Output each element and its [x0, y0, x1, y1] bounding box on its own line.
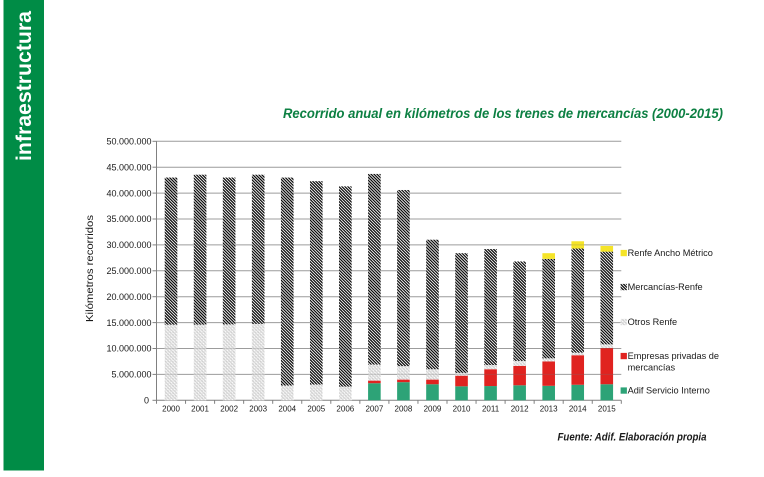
svg-text:Otros Renfe: Otros Renfe	[628, 317, 678, 327]
svg-text:2002: 2002	[220, 405, 238, 414]
svg-text:Mercancías-Renfe: Mercancías-Renfe	[628, 282, 703, 292]
svg-text:2000: 2000	[162, 405, 180, 414]
svg-text:2011: 2011	[482, 405, 500, 414]
svg-text:2001: 2001	[191, 405, 209, 414]
svg-text:2003: 2003	[249, 405, 267, 414]
svg-text:2015: 2015	[598, 405, 616, 414]
svg-text:Recorrido anual en kilómetros: Recorrido anual en kilómetros de los tre…	[283, 106, 724, 121]
svg-text:5.000.000: 5.000.000	[111, 370, 151, 380]
svg-text:Renfe Ancho Métrico: Renfe Ancho Métrico	[628, 248, 713, 258]
svg-text:infraestructura: infraestructura	[13, 11, 36, 161]
svg-text:Adif Servicio Interno: Adif Servicio Interno	[628, 386, 710, 396]
svg-text:2005: 2005	[307, 405, 325, 414]
svg-text:45.000.000: 45.000.000	[106, 162, 151, 172]
svg-text:15.000.000: 15.000.000	[106, 318, 151, 328]
svg-text:2009: 2009	[424, 405, 442, 414]
svg-text:mercancías: mercancías	[628, 363, 676, 373]
svg-text:50.000.000: 50.000.000	[106, 137, 151, 147]
svg-text:35.000.000: 35.000.000	[106, 214, 151, 224]
svg-text:2014: 2014	[569, 405, 587, 414]
svg-text:2007: 2007	[365, 405, 383, 414]
svg-text:25.000.000: 25.000.000	[106, 266, 151, 276]
svg-text:Fuente: Adif. Elaboración prop: Fuente: Adif. Elaboración propia	[558, 432, 707, 444]
svg-text:2010: 2010	[453, 405, 471, 414]
svg-text:Empresas privadas de: Empresas privadas de	[628, 351, 719, 361]
svg-text:2008: 2008	[395, 405, 413, 414]
svg-text:10.000.000: 10.000.000	[106, 344, 151, 354]
svg-text:Kilómetros recorridos: Kilómetros recorridos	[84, 215, 96, 322]
svg-text:2012: 2012	[511, 405, 529, 414]
svg-text:30.000.000: 30.000.000	[106, 240, 151, 250]
svg-text:40.000.000: 40.000.000	[106, 188, 151, 198]
svg-text:2013: 2013	[540, 405, 558, 414]
svg-text:2004: 2004	[278, 405, 296, 414]
svg-text:0: 0	[144, 396, 149, 406]
svg-text:2006: 2006	[336, 405, 354, 414]
svg-text:20.000.000: 20.000.000	[106, 292, 151, 302]
